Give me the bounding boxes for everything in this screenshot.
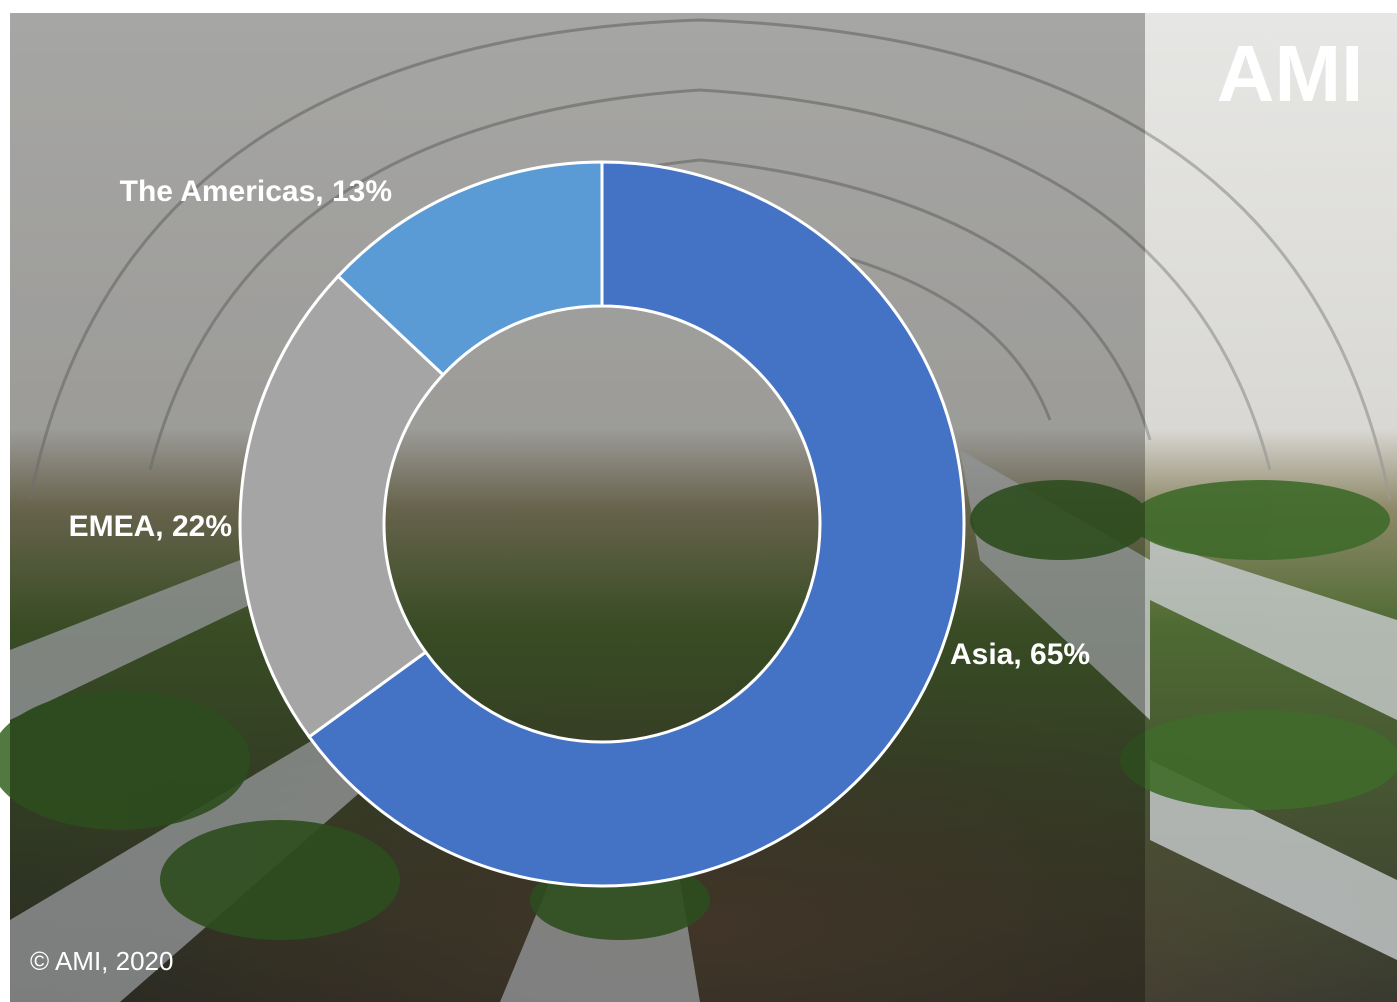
copyright: © AMI, 2020 (30, 946, 173, 976)
data-label: Asia, 65% (950, 638, 1090, 671)
logo: AMI (1217, 29, 1364, 118)
chart: AMI © AMI, 2020 Asia, 65% EMEA, 22% The Am… (0, 0, 1397, 1002)
data-label: EMEA, 22% (69, 510, 232, 543)
data-label: The Americas, 13% (120, 175, 392, 208)
